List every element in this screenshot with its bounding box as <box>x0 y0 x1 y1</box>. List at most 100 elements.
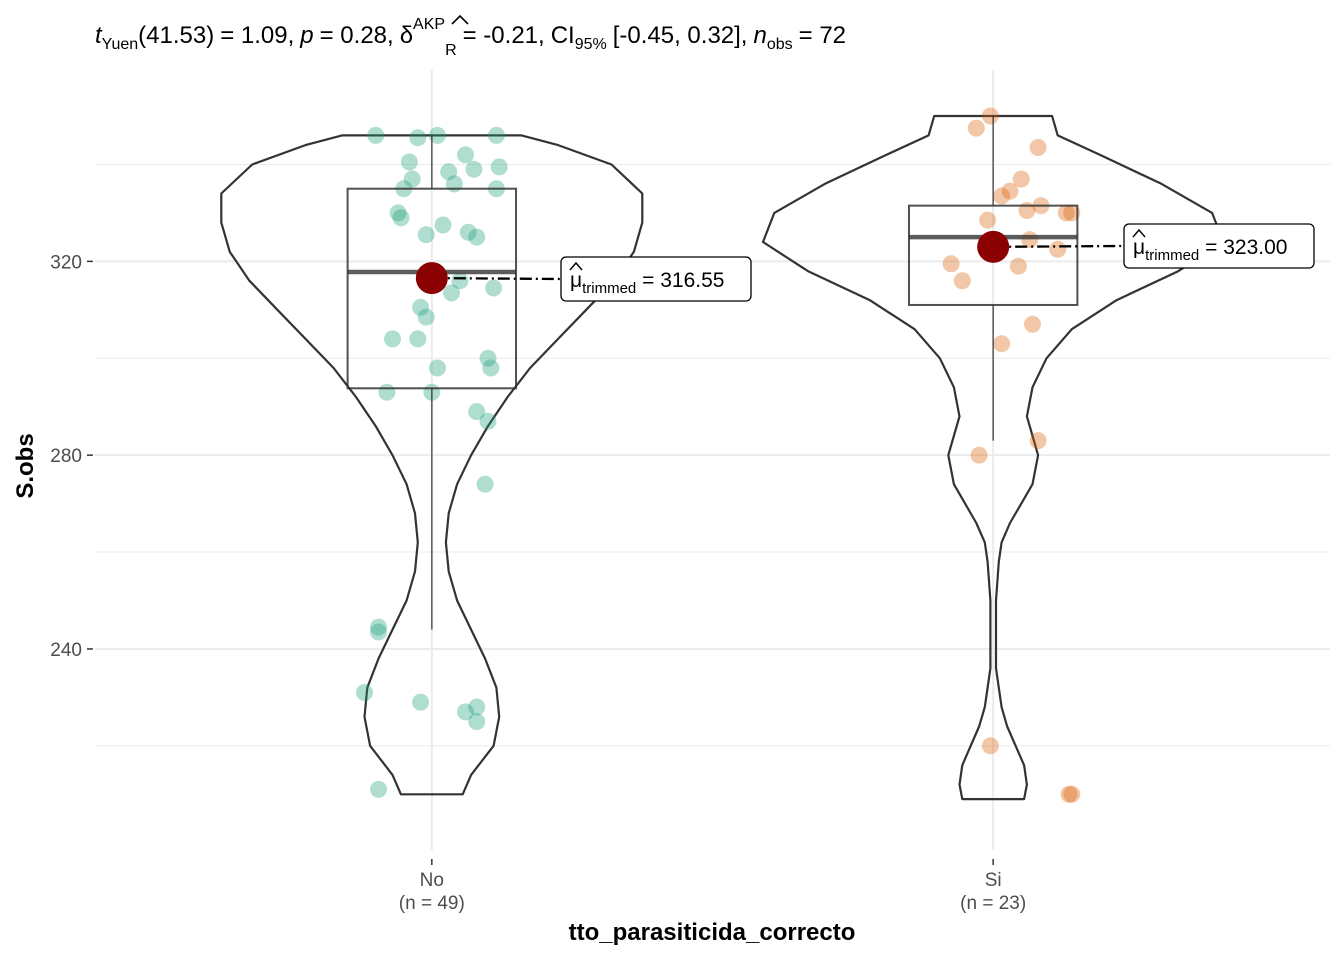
data-point-no <box>417 226 435 244</box>
mu-symbol: μ <box>570 269 582 292</box>
data-point-no <box>485 279 503 297</box>
data-point-no <box>409 330 427 348</box>
data-point-si <box>1024 315 1041 333</box>
data-point-no <box>468 713 486 731</box>
ci-value: [-0.45, 0.32], <box>613 22 748 49</box>
data-point-no <box>370 780 387 798</box>
ci-subscript: 95% <box>575 36 607 53</box>
mu-subscript: trimmed <box>1145 247 1199 264</box>
data-point-no <box>457 146 474 164</box>
data-point-no <box>465 160 483 178</box>
data-point-si <box>1057 204 1075 222</box>
t-symbol: t <box>95 22 103 49</box>
data-point-no <box>356 684 373 701</box>
violin-no <box>220 134 644 796</box>
data-point-no <box>487 126 505 144</box>
data-point-si <box>981 737 999 755</box>
data-point-no <box>389 204 407 222</box>
data-point-si <box>1029 139 1047 156</box>
effect-subscript: R <box>445 42 457 59</box>
data-point-no <box>468 403 486 421</box>
data-point-no <box>459 223 477 241</box>
data-point-no <box>476 475 494 493</box>
y-tick-label: 320 <box>50 252 82 273</box>
data-point-no <box>384 330 401 348</box>
data-point-no <box>428 359 446 377</box>
x-axis: No(n = 49) Si(n = 23) <box>399 859 1026 914</box>
data-point-no <box>457 703 474 721</box>
data-point-no <box>417 308 435 326</box>
data-point-no <box>451 272 469 290</box>
effect-value: = -0.21, <box>463 22 545 49</box>
x-axis-title: tto_parasiticida_correcto <box>569 919 856 946</box>
n-value: = 72 <box>799 22 846 49</box>
data-point-no <box>490 158 508 176</box>
x-tick-label: No <box>420 870 444 891</box>
n-symbol: n <box>753 22 766 49</box>
data-point-no <box>482 359 500 377</box>
data-point-si <box>1060 785 1078 803</box>
mean-label-no: μtrimmed = 316.55 <box>570 269 724 297</box>
trimmed-mean-point-no <box>415 262 448 295</box>
data-point-si <box>993 335 1011 353</box>
x-tick-label: Si <box>985 870 1002 891</box>
data-point-si <box>979 211 997 229</box>
data-point-no <box>443 284 460 302</box>
t-value: = 1.09, <box>220 22 294 49</box>
violin-si <box>761 114 1225 801</box>
n-subscript: obs <box>767 36 793 53</box>
data-point-si <box>1063 204 1081 222</box>
mu-hat-mark <box>1132 228 1146 238</box>
data-point-si <box>1012 170 1030 188</box>
y-axis-title: S.obs <box>12 433 39 498</box>
ci-symbol: CI <box>551 22 575 49</box>
data-point-si <box>967 119 985 137</box>
data-point-no <box>403 170 421 188</box>
data-point-no <box>370 618 387 636</box>
x-tick-count: (n = 23) <box>960 893 1026 914</box>
data-point-si <box>1009 257 1027 275</box>
mean-label-si: μtrimmed = 323.00 <box>1133 236 1287 264</box>
box-si <box>907 204 1079 306</box>
violins <box>220 114 1225 801</box>
data-point-si <box>1018 202 1036 219</box>
p-symbol: p <box>299 22 313 49</box>
data-point-si <box>1063 785 1081 803</box>
data-point-no <box>468 698 486 716</box>
data-point-no <box>392 209 410 227</box>
y-tick-label: 240 <box>50 640 82 661</box>
data-point-no <box>479 412 497 430</box>
data-point-no <box>479 349 497 367</box>
t-df: (41.53) <box>138 22 214 49</box>
x-tick-count: (n = 49) <box>399 893 465 914</box>
data-point-no <box>428 126 446 144</box>
box-no <box>346 187 518 390</box>
data-point-si <box>970 446 988 464</box>
data-point-no <box>445 175 463 193</box>
data-point-no <box>440 163 458 181</box>
mu-hat-mark <box>569 261 583 271</box>
data-point-no <box>412 693 430 711</box>
data-point-si <box>1029 432 1047 450</box>
mean-label-box-no <box>560 256 752 302</box>
data-point-no <box>468 228 486 246</box>
data-point-si <box>981 107 999 125</box>
effect-superscript: AKP <box>413 16 445 33</box>
chart-subtitle: tYuen(41.53) = 1.09, p = 0.28, δAKPR = -0.21,… <box>95 16 846 59</box>
mean-label-box-si <box>1123 223 1315 269</box>
data-point-no <box>370 623 387 641</box>
effect-hat-mark <box>451 14 469 25</box>
y-axis: 240 280 320 <box>50 252 93 661</box>
data-point-no <box>367 126 385 144</box>
data-point-si <box>1001 182 1019 200</box>
mean-value: = 323.00 <box>1199 236 1287 259</box>
data-point-no <box>378 383 396 401</box>
data-point-no <box>412 298 430 316</box>
mean-value: = 316.55 <box>636 269 724 292</box>
effect-symbol: δ <box>400 22 413 49</box>
data-point-no <box>434 216 452 234</box>
mu-symbol: μ <box>1133 236 1145 259</box>
